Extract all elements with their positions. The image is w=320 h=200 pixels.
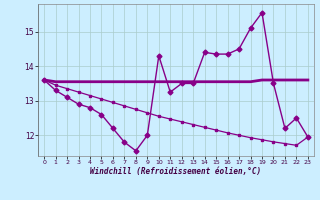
X-axis label: Windchill (Refroidissement éolien,°C): Windchill (Refroidissement éolien,°C) bbox=[91, 167, 261, 176]
